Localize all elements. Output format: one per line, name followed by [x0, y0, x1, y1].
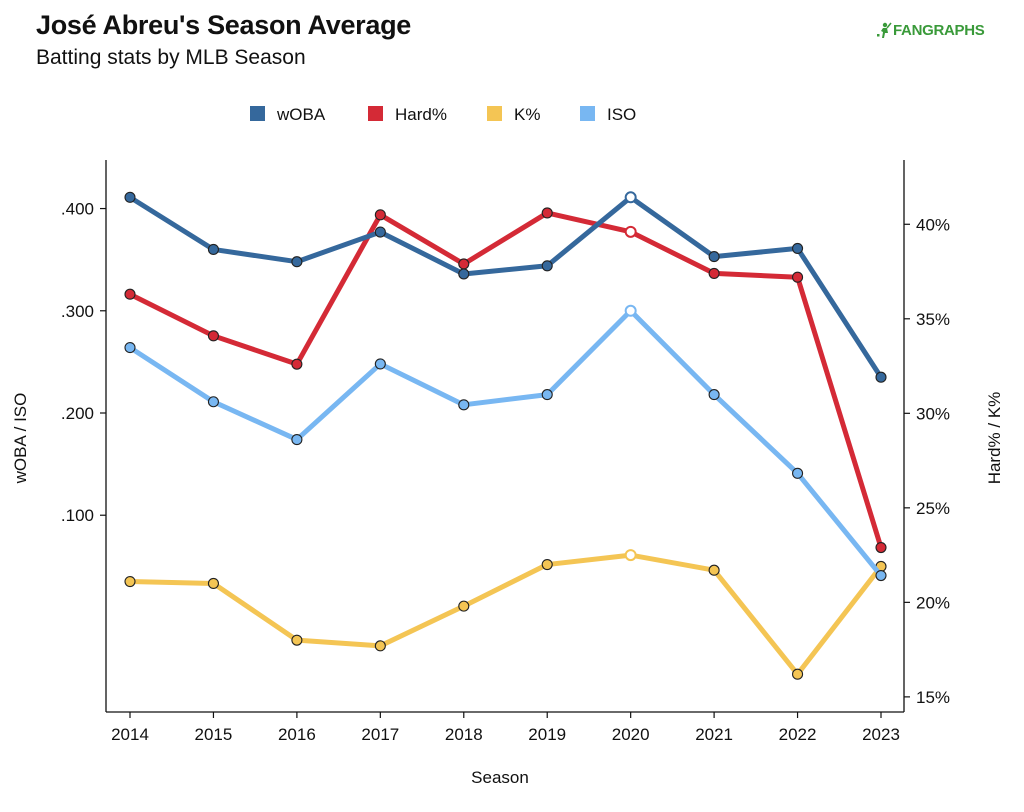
- data-point-iso: [624, 304, 637, 317]
- y-tick-right-label: 25%: [916, 499, 950, 518]
- data-point-iso: [875, 569, 887, 582]
- y-tick-left-label: .400: [61, 200, 94, 219]
- y-tick-right-label: 40%: [916, 215, 950, 234]
- y-axis-right-label: Hard% / K%: [985, 392, 1004, 485]
- data-point-k-pct: [124, 576, 136, 588]
- data-point-hard-pct: [792, 271, 804, 283]
- data-point-hard-pct: [374, 209, 386, 221]
- series-line-woba: [127, 194, 884, 380]
- data-point-k-pct: [207, 577, 219, 590]
- x-tick-label: 2018: [445, 725, 483, 744]
- chart-legend: wOBA Hard% K% ISO: [250, 105, 636, 124]
- y-tick-left-label: .100: [61, 506, 94, 525]
- y-tick-left-label: .300: [61, 302, 94, 321]
- data-point-woba: [124, 191, 136, 203]
- data-point-iso: [708, 389, 720, 401]
- legend-swatch: [580, 106, 595, 121]
- data-point-iso: [124, 342, 136, 354]
- y-tick-right-label: 35%: [916, 310, 950, 329]
- series-line-hard-pct: [127, 210, 884, 551]
- x-tick-label: 2021: [695, 725, 733, 744]
- x-tick-label: 2016: [278, 725, 316, 744]
- x-axis-label: Season: [471, 768, 529, 787]
- data-point-hard-pct: [291, 358, 303, 370]
- data-point-k-pct: [541, 558, 553, 571]
- brand-text: FANGRAPHS: [893, 22, 985, 39]
- y-tick-left-label: .200: [61, 404, 94, 423]
- data-point-k-pct: [708, 564, 720, 576]
- x-tick-label: 2019: [528, 725, 566, 744]
- x-tick-label: 2017: [361, 725, 399, 744]
- data-point-k-pct: [374, 640, 386, 652]
- data-point-k-pct: [624, 549, 637, 562]
- data-point-hard-pct: [708, 267, 720, 279]
- data-point-woba: [207, 243, 219, 255]
- chart-subtitle: Batting stats by MLB Season: [36, 46, 306, 69]
- data-point-iso: [374, 358, 386, 370]
- y-axis-left-label: wOBA / ISO: [11, 393, 30, 485]
- series-line-iso: [127, 308, 884, 579]
- data-point-hard-pct: [624, 225, 637, 238]
- data-point-hard-pct: [541, 207, 553, 219]
- data-point-k-pct: [792, 668, 804, 680]
- chart-title: José Abreu's Season Average: [36, 10, 411, 40]
- data-point-hard-pct: [875, 541, 887, 554]
- x-tick-label: 2014: [111, 725, 149, 744]
- data-point-woba: [624, 191, 637, 204]
- data-point-hard-pct: [207, 330, 219, 342]
- chart-series: [124, 191, 887, 680]
- legend-swatch: [487, 106, 502, 121]
- x-tick-label: 2015: [195, 725, 233, 744]
- series-line-k-pct: [127, 552, 884, 677]
- data-point-woba: [708, 251, 720, 263]
- chart-axes: 2014 2015 2016 2017 2018 2019 2020 2021 2022 2023…: [61, 160, 950, 744]
- data-point-woba: [541, 260, 553, 272]
- data-point-iso: [291, 434, 303, 446]
- fangraphs-logo[interactable]: FANGRAPHS: [876, 22, 985, 39]
- x-tick-label: 2020: [612, 725, 650, 744]
- data-point-iso: [541, 389, 553, 401]
- x-tick-label: 2022: [779, 725, 817, 744]
- y-tick-right-label: 15%: [916, 688, 950, 707]
- batter-icon: [876, 22, 892, 39]
- legend-label: K%: [514, 105, 540, 124]
- data-point-iso: [207, 396, 219, 408]
- data-point-k-pct: [458, 600, 470, 612]
- data-point-woba: [458, 268, 470, 280]
- y-tick-right-label: 20%: [916, 593, 950, 612]
- data-point-woba: [291, 256, 303, 268]
- x-tick-label: 2023: [862, 725, 900, 744]
- legend-swatch: [250, 106, 265, 121]
- data-point-woba: [792, 242, 804, 254]
- legend-swatch: [368, 106, 383, 121]
- data-point-k-pct: [291, 634, 303, 646]
- data-point-iso: [792, 467, 804, 479]
- y-tick-right-label: 30%: [916, 404, 950, 423]
- data-point-hard-pct: [458, 258, 470, 270]
- legend-label: Hard%: [395, 105, 447, 124]
- legend-label: wOBA: [276, 105, 326, 124]
- data-point-hard-pct: [124, 288, 136, 300]
- data-point-woba: [374, 226, 386, 238]
- data-point-iso: [458, 399, 470, 411]
- data-point-woba: [875, 371, 887, 383]
- legend-label: ISO: [607, 105, 636, 124]
